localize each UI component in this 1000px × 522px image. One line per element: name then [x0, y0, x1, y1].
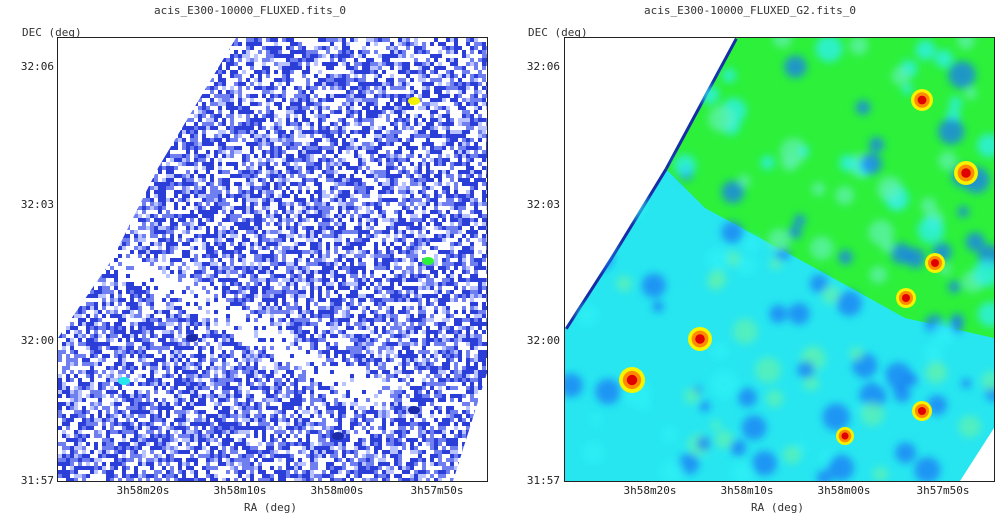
- right-panel-title: acis_E300-10000_FLUXED_G2.fits_0: [644, 4, 856, 17]
- right-xtick: 3h58m00s: [817, 484, 871, 497]
- left-ytick: 32:03: [20, 198, 54, 211]
- right-xtick: 3h58m10s: [720, 484, 774, 497]
- left-image-canvas[interactable]: [57, 37, 488, 482]
- right-y-axis-title: DEC (deg): [528, 26, 588, 39]
- left-ytick: 32:00: [20, 334, 54, 347]
- smoothed-field: [565, 38, 994, 481]
- point-source: [422, 257, 434, 265]
- right-image-panel: acis_E300-10000_FLUXED_G2.fits_0 DEC (de…: [500, 0, 1000, 522]
- point-source: [619, 367, 645, 393]
- right-ytick: 32:06: [526, 60, 560, 73]
- point-source: [954, 161, 978, 185]
- left-ytick: 31:57: [20, 474, 54, 487]
- left-xtick: 3h58m10s: [213, 484, 267, 497]
- point-source: [896, 288, 916, 308]
- right-xtick: 3h57m50s: [916, 484, 970, 497]
- right-xtick: 3h58m20s: [623, 484, 677, 497]
- point-source: [118, 377, 130, 385]
- left-y-axis-title: DEC (deg): [22, 26, 82, 39]
- right-image-canvas[interactable]: [564, 37, 995, 482]
- point-source: [408, 406, 420, 414]
- left-x-axis-title: RA (deg): [244, 501, 297, 514]
- left-xtick: 3h57m50s: [410, 484, 464, 497]
- point-source: [688, 327, 712, 351]
- noise-pixel-field: [58, 38, 487, 481]
- right-ytick: 32:03: [526, 198, 560, 211]
- right-ytick: 32:00: [526, 334, 560, 347]
- point-source: [925, 253, 945, 273]
- left-xtick: 3h58m20s: [116, 484, 170, 497]
- left-ytick: 32:06: [20, 60, 54, 73]
- left-image-panel: acis_E300-10000_FLUXED.fits_0 DEC (deg) …: [20, 4, 488, 514]
- point-source: [836, 427, 854, 445]
- point-source: [332, 432, 344, 440]
- point-source: [408, 97, 420, 105]
- point-source: [912, 401, 932, 421]
- smoothed-flux-image: [565, 38, 994, 481]
- right-x-axis-title: RA (deg): [751, 501, 804, 514]
- point-source: [911, 89, 933, 111]
- left-panel-title: acis_E300-10000_FLUXED.fits_0: [153, 4, 347, 17]
- point-source: [186, 334, 198, 342]
- raw-flux-image: [58, 38, 487, 481]
- right-ytick: 31:57: [526, 474, 560, 487]
- left-xtick: 3h58m00s: [310, 484, 364, 497]
- texture-blobs: [565, 38, 994, 481]
